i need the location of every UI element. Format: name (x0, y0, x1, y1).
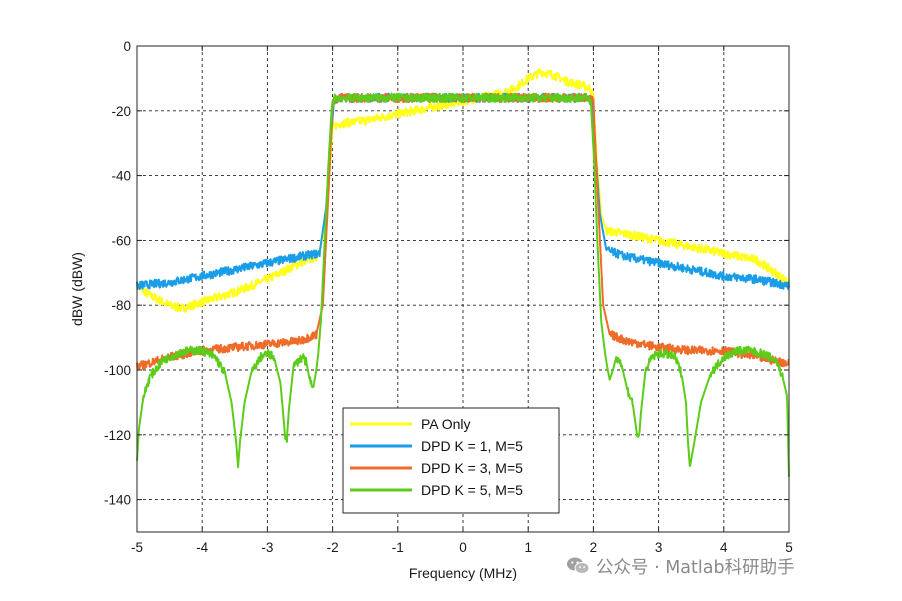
series-layer (136, 68, 790, 477)
x-axis-label: Frequency (MHz) (409, 565, 517, 581)
y-tick-label: 0 (123, 39, 131, 54)
x-tick-label: 2 (590, 540, 598, 555)
y-tick-label: -100 (104, 363, 131, 378)
legend-label: DPD K = 1, M=5 (421, 438, 523, 454)
series-line-1 (136, 68, 790, 313)
legend: PA Only DPD K = 1, M=5 DPD K = 3, M=5 DPD K… (342, 407, 560, 514)
y-tick-label: -40 (111, 169, 131, 184)
x-tick-label: 1 (524, 540, 532, 555)
x-tick-label: -2 (327, 540, 339, 555)
watermark: 公众号 · Matlab科研助手 (566, 552, 795, 580)
y-tick-label: -80 (111, 298, 131, 313)
y-tick-label: -60 (111, 233, 131, 248)
x-tick-label: -5 (131, 540, 143, 555)
y-tick-label: -20 (111, 104, 131, 119)
series-line-4 (136, 92, 790, 477)
x-tick-label: -4 (196, 540, 208, 555)
x-tick-label: 3 (655, 540, 663, 555)
x-tick-label: 4 (720, 540, 728, 555)
x-tick-label: 0 (459, 540, 467, 555)
x-tick-label: -1 (392, 540, 404, 555)
x-ticks: -5 -4 -3 -2 -1 0 1 2 3 4 5 (131, 46, 793, 555)
legend-label: DPD K = 5, M=5 (421, 482, 523, 498)
legend-label: PA Only (421, 416, 471, 432)
y-axis-label: dBW (dBW) (69, 252, 85, 326)
watermark-text: 公众号 · Matlab科研助手 (596, 557, 795, 578)
wechat-icon (567, 557, 590, 574)
x-tick-label: 5 (785, 540, 793, 555)
y-tick-label: -120 (104, 428, 131, 443)
legend-label: DPD K = 3, M=5 (421, 460, 523, 476)
y-tick-label: -140 (104, 493, 131, 508)
x-tick-label: -3 (261, 540, 273, 555)
y-ticks: 0 -20 -40 -60 -80 -100 -120 -140 (104, 39, 789, 508)
